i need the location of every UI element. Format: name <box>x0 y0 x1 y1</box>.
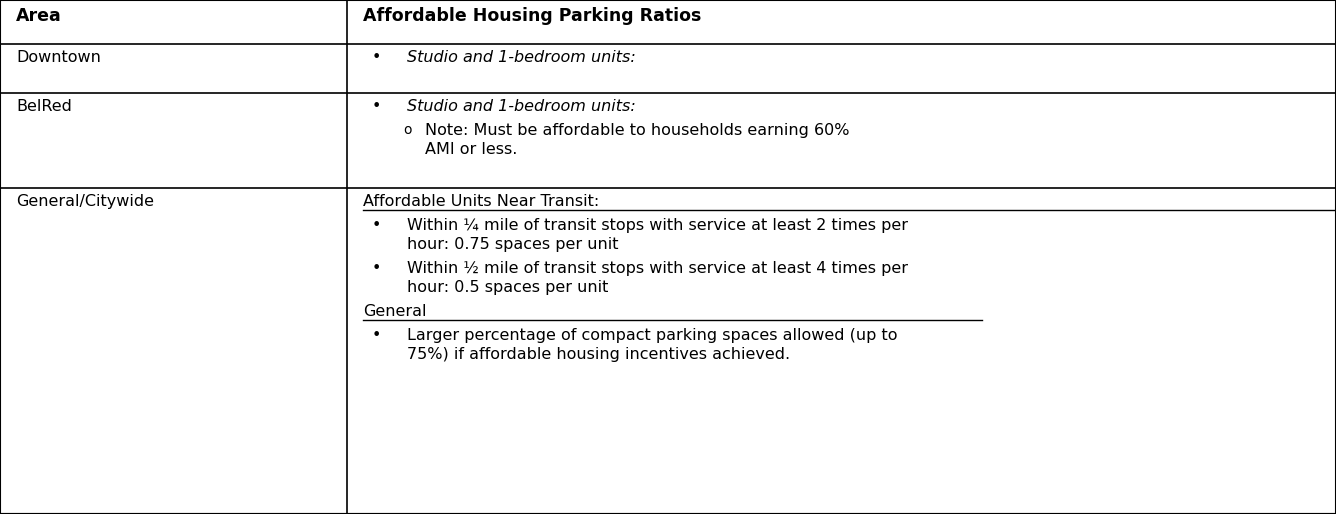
Text: General: General <box>363 304 428 319</box>
Text: •: • <box>371 261 381 276</box>
Text: o: o <box>403 123 411 137</box>
Text: Studio and 1-bedroom units:: Studio and 1-bedroom units: <box>407 50 636 65</box>
Text: Area: Area <box>16 7 61 25</box>
Text: General/Citywide: General/Citywide <box>16 194 154 209</box>
Text: 75%) if affordable housing incentives achieved.: 75%) if affordable housing incentives ac… <box>407 347 791 362</box>
Text: hour: 0.75 spaces per unit: hour: 0.75 spaces per unit <box>407 237 619 252</box>
Text: Affordable Units Near Transit:: Affordable Units Near Transit: <box>363 194 600 209</box>
Text: •: • <box>371 99 381 114</box>
Text: Within ¼ mile of transit stops with service at least 2 times per: Within ¼ mile of transit stops with serv… <box>407 218 908 233</box>
Text: BelRed: BelRed <box>16 99 72 114</box>
Text: Downtown: Downtown <box>16 50 102 65</box>
Text: Affordable Housing Parking Ratios: Affordable Housing Parking Ratios <box>363 7 701 25</box>
Text: Studio and 1-bedroom units:: Studio and 1-bedroom units: <box>407 99 636 114</box>
Text: •: • <box>371 218 381 233</box>
Text: Within ½ mile of transit stops with service at least 4 times per: Within ½ mile of transit stops with serv… <box>407 261 908 276</box>
Text: •: • <box>371 327 381 343</box>
Text: hour: 0.5 spaces per unit: hour: 0.5 spaces per unit <box>407 280 609 296</box>
Text: Note: Must be affordable to households earning 60%: Note: Must be affordable to households e… <box>425 123 850 138</box>
Text: AMI or less.: AMI or less. <box>425 142 517 157</box>
Text: Larger percentage of compact parking spaces allowed (up to: Larger percentage of compact parking spa… <box>407 327 898 343</box>
Text: •: • <box>371 50 381 65</box>
